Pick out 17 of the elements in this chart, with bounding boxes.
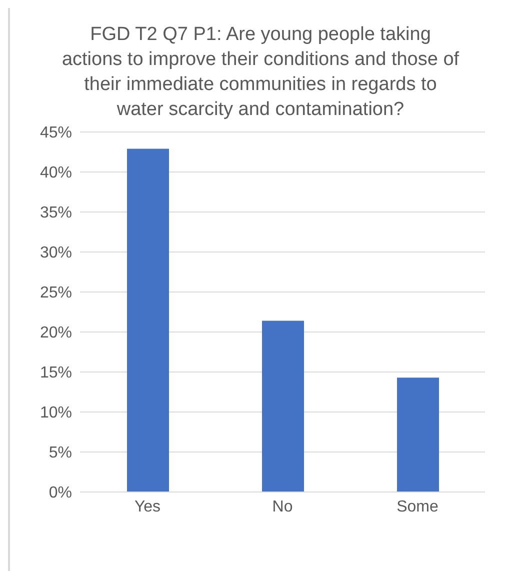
bar (262, 320, 304, 492)
y-tick-label: 15% (40, 364, 72, 382)
x-tick-label: Some (396, 498, 438, 516)
x-tick-label: No (272, 498, 293, 516)
y-tick-label: 25% (40, 284, 72, 302)
y-tick-label: 5% (48, 444, 72, 462)
y-tick-label: 45% (40, 124, 72, 142)
y-tick-label: 30% (40, 244, 72, 262)
bar (127, 148, 169, 492)
y-tick-label: 10% (40, 404, 72, 422)
y-tick-label: 0% (48, 484, 72, 502)
y-tick-label: 20% (40, 324, 72, 342)
y-tick-label: 40% (40, 164, 72, 182)
y-tick-label: 35% (40, 204, 72, 222)
x-tick-label: Yes (134, 498, 161, 516)
bar (397, 378, 439, 492)
chart-title: FGD T2 Q7 P1: Are young people taking actions to improve their conditions and those of their immediate communities in regards to water scarcity and contamination? (60, 23, 460, 122)
